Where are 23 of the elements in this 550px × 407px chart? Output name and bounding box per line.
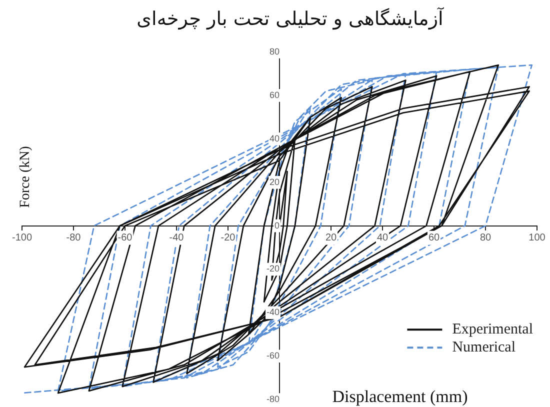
legend-label: Numerical — [452, 340, 516, 356]
chart-title: آزمایشگاهی و تحلیلی تحت بار چرخه‌ای — [136, 6, 445, 32]
x-tick-label: -20 — [220, 232, 236, 244]
x-tick-label: -60 — [118, 232, 133, 244]
x-tick-label: -40 — [169, 232, 184, 244]
y-tick-label: 20 — [269, 176, 280, 187]
y-tick-label: -80 — [266, 394, 280, 404]
x-tick-label: -80 — [66, 232, 82, 244]
y-tick-label: -60 — [266, 350, 280, 361]
x-tick-label: 60 — [428, 232, 440, 244]
x-tick-label: 20 — [325, 232, 337, 244]
y-tick-label: 40 — [269, 133, 280, 144]
y-tick-label: 80 — [269, 46, 280, 56]
y-tick-label: -40 — [266, 307, 280, 318]
x-axis-title: Displacement (mm) — [332, 387, 468, 406]
x-tick-label: 40 — [376, 232, 388, 244]
legend-label: Experimental — [452, 322, 534, 338]
x-tick-label: 80 — [480, 232, 492, 244]
y-tick-label: 60 — [269, 90, 280, 100]
y-tick-label: -20 — [266, 264, 280, 274]
x-tick-label: -100 — [12, 232, 32, 244]
x-tick-label: 100 — [528, 232, 546, 244]
y-axis-title: Force (kN) — [18, 146, 34, 208]
